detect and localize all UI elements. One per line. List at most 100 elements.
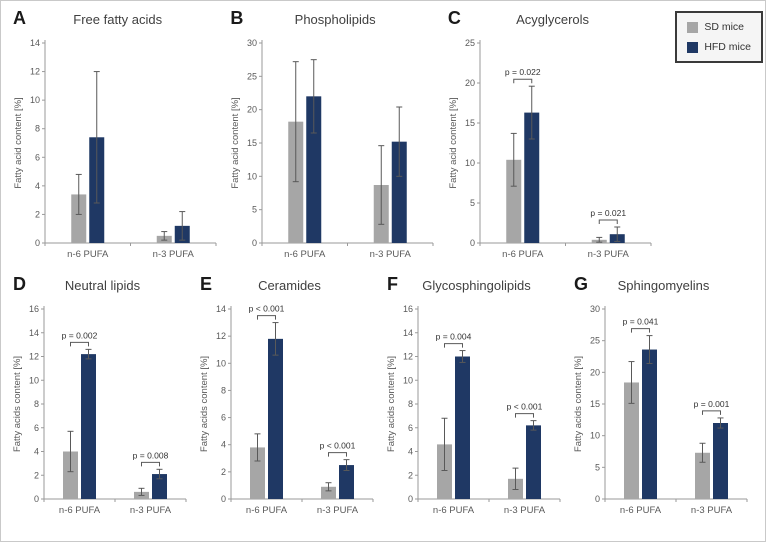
svg-text:5: 5 bbox=[470, 198, 475, 208]
svg-text:15: 15 bbox=[590, 399, 600, 409]
svg-text:0: 0 bbox=[252, 238, 257, 248]
svg-text:p = 0.001: p = 0.001 bbox=[694, 399, 730, 409]
panel-title-free-fatty-acids: Free fatty acids bbox=[73, 12, 163, 27]
panel-free-fatty-acids: A Free fatty acids 0 2 4 6 8 10 12 14 Fatty acid… bbox=[9, 7, 226, 273]
bar-chart-ceramides: 0 2 4 6 8 10 12 14 Fatty acids content [%] n-6 PU… bbox=[199, 304, 374, 516]
panel-header: E Ceramides bbox=[196, 273, 383, 299]
svg-text:Fatty acids content [%]: Fatty acids content [%] bbox=[12, 356, 23, 452]
svg-text:Fatty acids content [%]: Fatty acids content [%] bbox=[573, 356, 584, 452]
svg-text:10: 10 bbox=[216, 358, 226, 368]
panel-letter-f: F bbox=[387, 274, 398, 294]
svg-text:Fatty acid content [%]: Fatty acid content [%] bbox=[230, 97, 241, 188]
svg-text:Fatty acid content [%]: Fatty acid content [%] bbox=[13, 97, 24, 188]
svg-text:10: 10 bbox=[29, 375, 39, 385]
svg-text:12: 12 bbox=[216, 331, 226, 341]
svg-text:Fatty acid content [%]: Fatty acid content [%] bbox=[448, 97, 459, 188]
svg-text:2: 2 bbox=[408, 470, 413, 480]
legend-column: SD mice HFD mice bbox=[661, 7, 765, 273]
svg-text:n-6 PUFA: n-6 PUFA bbox=[284, 249, 326, 260]
svg-text:10: 10 bbox=[590, 431, 600, 441]
svg-text:25: 25 bbox=[247, 71, 257, 81]
svg-text:4: 4 bbox=[35, 181, 40, 191]
sd-mice-color-swatch bbox=[687, 21, 699, 33]
panel-header: F Glycosphingolipids bbox=[383, 273, 570, 299]
panel-header: G Sphingomyelins bbox=[570, 273, 757, 299]
panel-title-sphingomyelins: Sphingomyelins bbox=[617, 278, 710, 293]
svg-text:p = 0.008: p = 0.008 bbox=[133, 450, 169, 460]
bottom-row: D Neutral lipids 0 2 4 6 8 10 12 14 16 Fatty acid… bbox=[1, 273, 765, 535]
bar-chart-sphingomyelins: 0 5 10 15 20 25 30 Fatty acids content [%] n-6 P… bbox=[573, 304, 748, 516]
panel-header: B Phospholipids bbox=[226, 7, 443, 33]
bar-chart-glycosphingolipids: 0 2 4 6 8 10 12 14 16 Fatty acids content [%] n-6 … bbox=[386, 304, 561, 516]
legend-label-hfd-mice: HFD mice bbox=[704, 41, 751, 53]
panel-glycosphingolipids: F Glycosphingolipids 0 2 4 6 8 10 12 14 16 Fatty … bbox=[383, 273, 570, 531]
svg-text:p = 0.041: p = 0.041 bbox=[623, 317, 659, 327]
panel-letter-c: C bbox=[447, 8, 461, 28]
panel-header: D Neutral lipids bbox=[9, 273, 196, 299]
svg-text:Fatty acids content [%]: Fatty acids content [%] bbox=[199, 356, 210, 452]
svg-text:14: 14 bbox=[403, 328, 413, 338]
panel-title-ceramides: Ceramides bbox=[258, 278, 321, 293]
svg-text:4: 4 bbox=[221, 440, 226, 450]
panel-header: C Acyglycerols bbox=[444, 7, 661, 33]
panel-letter-d: D bbox=[13, 274, 26, 294]
legend-item-hfd-mice: HFD mice bbox=[687, 41, 751, 53]
panel-letter-g: G bbox=[574, 274, 589, 294]
svg-text:6: 6 bbox=[408, 423, 413, 433]
svg-text:p = 0.022: p = 0.022 bbox=[504, 67, 540, 77]
svg-text:p < 0.001: p < 0.001 bbox=[320, 441, 356, 451]
legend-item-sd-mice: SD mice bbox=[687, 21, 751, 33]
bar-chart-free-fatty-acids: 0 2 4 6 8 10 12 14 Fatty acid content [%] n-6 PUF… bbox=[13, 38, 217, 260]
svg-text:8: 8 bbox=[408, 399, 413, 409]
svg-text:0: 0 bbox=[35, 238, 40, 248]
svg-text:n-6 PUFA: n-6 PUFA bbox=[433, 505, 475, 516]
legend-label-sd-mice: SD mice bbox=[704, 21, 744, 33]
panel-letter-b: B bbox=[230, 8, 244, 28]
svg-text:16: 16 bbox=[29, 304, 39, 314]
svg-text:0: 0 bbox=[470, 238, 475, 248]
svg-text:0: 0 bbox=[408, 494, 413, 504]
svg-text:0: 0 bbox=[595, 494, 600, 504]
svg-text:5: 5 bbox=[595, 462, 600, 472]
svg-text:p < 0.001: p < 0.001 bbox=[507, 402, 543, 412]
bar-chart-acyglycerols: 0 5 10 15 20 25 Fatty acid content [%] n-6 PUFA… bbox=[448, 38, 652, 260]
svg-text:14: 14 bbox=[29, 328, 39, 338]
svg-text:n-3 PUFA: n-3 PUFA bbox=[504, 505, 546, 516]
svg-text:n-3 PUFA: n-3 PUFA bbox=[691, 505, 733, 516]
panel-title-phospholipids: Phospholipids bbox=[294, 12, 376, 27]
svg-text:15: 15 bbox=[465, 118, 475, 128]
svg-text:6: 6 bbox=[35, 152, 40, 162]
svg-text:n-3 PUFA: n-3 PUFA bbox=[130, 505, 172, 516]
svg-text:5: 5 bbox=[252, 205, 257, 215]
svg-text:2: 2 bbox=[35, 209, 40, 219]
bar-chart-neutral-lipids: 0 2 4 6 8 10 12 14 16 Fatty acids content [%] n-6 … bbox=[12, 304, 187, 516]
svg-text:2: 2 bbox=[34, 470, 39, 480]
panel-sphingomyelins: G Sphingomyelins 0 5 10 15 20 25 30 Fatty acids… bbox=[570, 273, 757, 531]
svg-text:n-6 PUFA: n-6 PUFA bbox=[246, 505, 288, 516]
svg-text:p < 0.001: p < 0.001 bbox=[249, 304, 285, 314]
svg-text:12: 12 bbox=[30, 67, 40, 77]
svg-text:10: 10 bbox=[30, 95, 40, 105]
svg-text:2: 2 bbox=[221, 467, 226, 477]
svg-text:6: 6 bbox=[34, 423, 39, 433]
svg-text:15: 15 bbox=[247, 138, 257, 148]
panel-acyglycerols: C Acyglycerols 0 5 10 15 20 25 Fatty acid cont… bbox=[444, 7, 661, 273]
svg-text:n-3 PUFA: n-3 PUFA bbox=[152, 249, 194, 260]
panel-ceramides: E Ceramides 0 2 4 6 8 10 12 14 Fatty acids conte… bbox=[196, 273, 383, 531]
legend: SD mice HFD mice bbox=[675, 11, 763, 63]
panel-title-acyglycerols: Acyglycerols bbox=[516, 12, 590, 27]
svg-text:p = 0.004: p = 0.004 bbox=[436, 332, 472, 342]
panel-letter-e: E bbox=[200, 274, 213, 294]
svg-text:Fatty acids content [%]: Fatty acids content [%] bbox=[386, 356, 397, 452]
svg-text:0: 0 bbox=[221, 494, 226, 504]
svg-text:20: 20 bbox=[247, 105, 257, 115]
svg-text:6: 6 bbox=[221, 413, 226, 423]
svg-text:n-6 PUFA: n-6 PUFA bbox=[67, 249, 109, 260]
svg-text:16: 16 bbox=[403, 304, 413, 314]
panel-title-glycosphingolipids: Glycosphingolipids bbox=[422, 278, 531, 293]
svg-text:10: 10 bbox=[247, 171, 257, 181]
svg-text:n-6 PUFA: n-6 PUFA bbox=[59, 505, 101, 516]
svg-text:n-3 PUFA: n-3 PUFA bbox=[317, 505, 359, 516]
svg-text:20: 20 bbox=[590, 367, 600, 377]
